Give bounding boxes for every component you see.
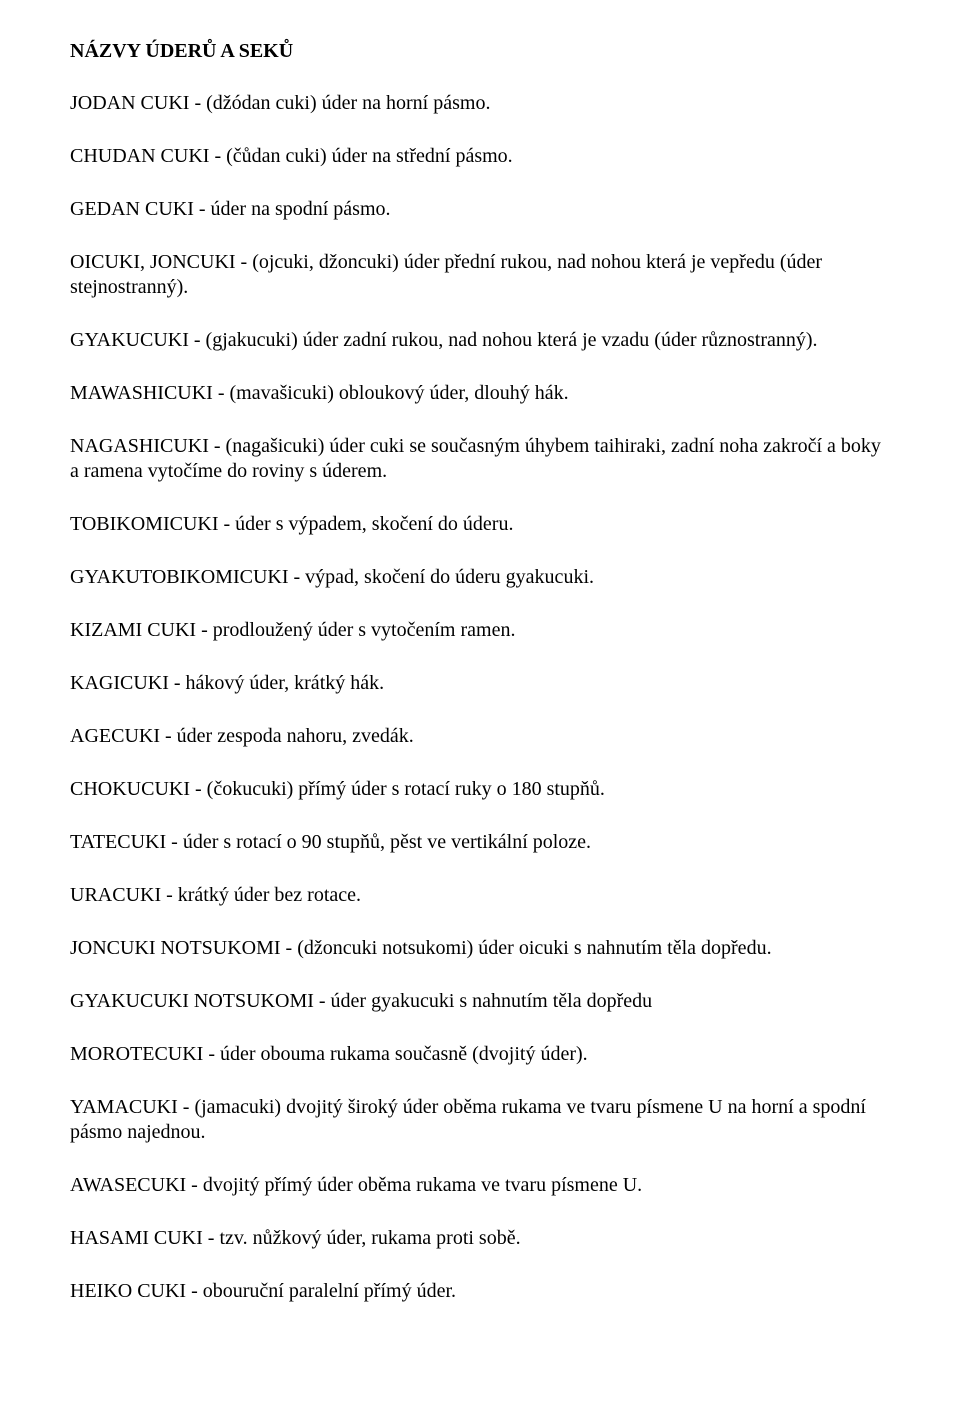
- term-entry: HASAMI CUKI - tzv. nůžkový úder, rukama …: [70, 1226, 890, 1251]
- page-heading: NÁZVY ÚDERŮ A SEKŮ: [70, 40, 890, 63]
- term-entry: MAWASHICUKI - (mavašicuki) obloukový úde…: [70, 381, 890, 406]
- term-entry: MOROTECUKI - úder obouma rukama současně…: [70, 1042, 890, 1067]
- term-entry: GYAKUTOBIKOMICUKI - výpad, skočení do úd…: [70, 565, 890, 590]
- term-entry: YAMACUKI - (jamacuki) dvojitý široký úde…: [70, 1095, 890, 1145]
- term-entry: JODAN CUKI - (džódan cuki) úder na horní…: [70, 91, 890, 116]
- term-entry: OICUKI, JONCUKI - (ojcuki, džoncuki) úde…: [70, 250, 890, 300]
- term-entry: GEDAN CUKI - úder na spodní pásmo.: [70, 197, 890, 222]
- term-entry: KIZAMI CUKI - prodloužený úder s vytočen…: [70, 618, 890, 643]
- term-entry: AWASECUKI - dvojitý přímý úder oběma ruk…: [70, 1173, 890, 1198]
- term-entry: URACUKI - krátký úder bez rotace.: [70, 883, 890, 908]
- term-entry: GYAKUCUKI - (gjakucuki) úder zadní rukou…: [70, 328, 890, 353]
- term-entry: AGECUKI - úder zespoda nahoru, zvedák.: [70, 724, 890, 749]
- term-entry: CHOKUCUKI - (čokucuki) přímý úder s rota…: [70, 777, 890, 802]
- document-page: NÁZVY ÚDERŮ A SEKŮ JODAN CUKI - (džódan …: [0, 0, 960, 1402]
- term-entry: TATECUKI - úder s rotací o 90 stupňů, pě…: [70, 830, 890, 855]
- term-entry: JONCUKI NOTSUKOMI - (džoncuki notsukomi)…: [70, 936, 890, 961]
- term-entry: CHUDAN CUKI - (čůdan cuki) úder na střed…: [70, 144, 890, 169]
- term-entry: KAGICUKI - hákový úder, krátký hák.: [70, 671, 890, 696]
- term-entry: HEIKO CUKI - obouruční paralelní přímý ú…: [70, 1279, 890, 1304]
- term-entry: NAGASHICUKI - (nagašicuki) úder cuki se …: [70, 434, 890, 484]
- term-entry: GYAKUCUKI NOTSUKOMI - úder gyakucuki s n…: [70, 989, 890, 1014]
- term-entry: TOBIKOMICUKI - úder s výpadem, skočení d…: [70, 512, 890, 537]
